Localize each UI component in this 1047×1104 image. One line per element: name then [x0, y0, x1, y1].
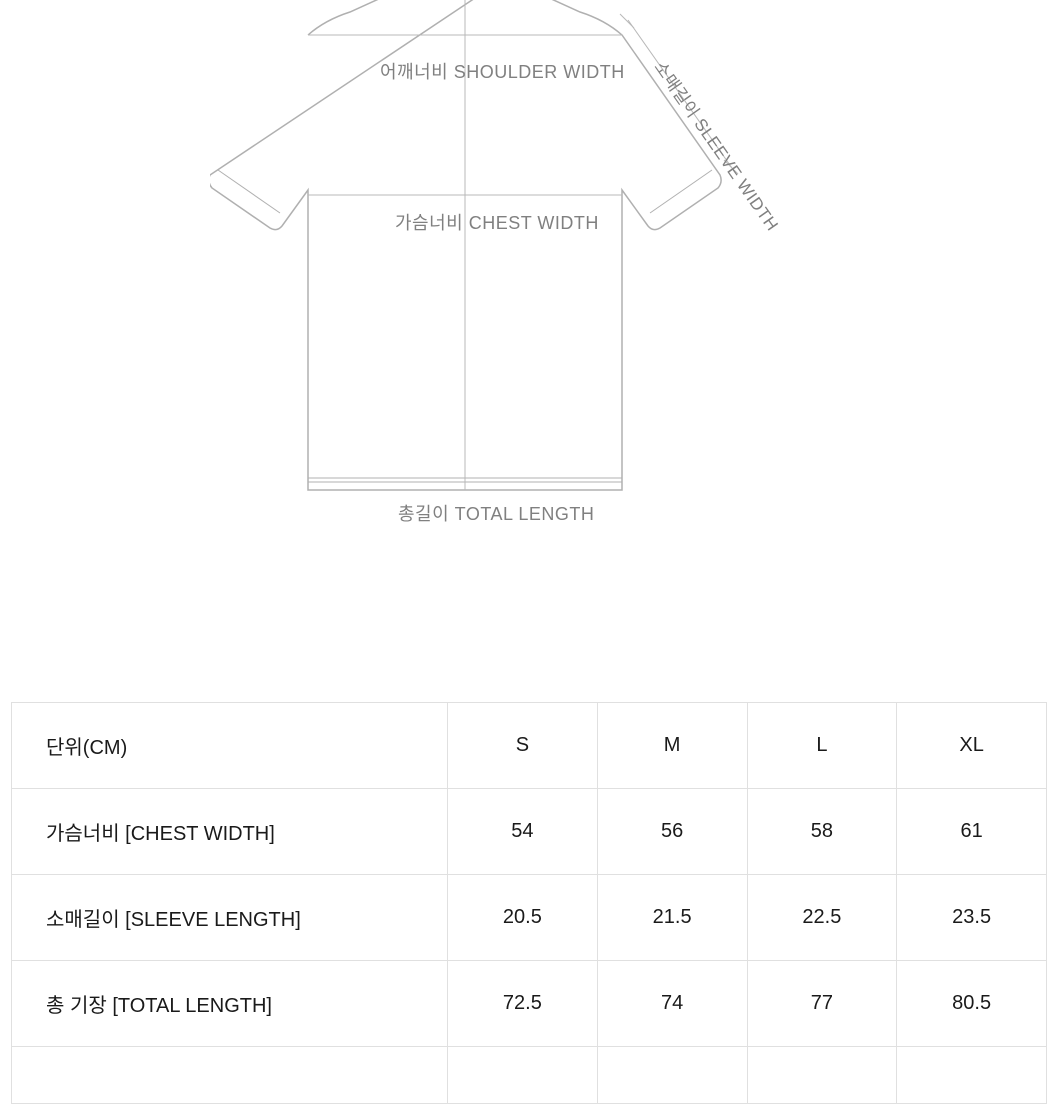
measurement-value: 58	[747, 789, 897, 875]
measurement-value: 61	[897, 789, 1047, 875]
table-row	[12, 1047, 1047, 1104]
measurement-value: 54	[448, 789, 598, 875]
tshirt-diagram: 어깨너비 SHOULDER WIDTH 가슴너비 CHEST WIDTH 총길이…	[0, 0, 1047, 600]
measurement-value: 72.5	[448, 961, 598, 1047]
measurement-value: 74	[597, 961, 747, 1047]
unit-header: 단위(CM)	[12, 703, 448, 789]
measurement-value	[897, 1047, 1047, 1104]
size-header: XL	[897, 703, 1047, 789]
measurement-value: 23.5	[897, 875, 1047, 961]
size-table: 단위(CM) S M L XL 가슴너비 [CHEST WIDTH] 54 56…	[11, 702, 1047, 1104]
table-header-row: 단위(CM) S M L XL	[12, 703, 1047, 789]
size-header: L	[747, 703, 897, 789]
measurement-value: 77	[747, 961, 897, 1047]
table-row: 총 기장 [TOTAL LENGTH] 72.5 74 77 80.5	[12, 961, 1047, 1047]
measurement-value	[747, 1047, 897, 1104]
chest-width-label: 가슴너비 CHEST WIDTH	[395, 209, 599, 235]
size-header: M	[597, 703, 747, 789]
shoulder-width-label: 어깨너비 SHOULDER WIDTH	[380, 58, 625, 84]
measurement-value: 56	[597, 789, 747, 875]
table-row: 가슴너비 [CHEST WIDTH] 54 56 58 61	[12, 789, 1047, 875]
measurement-label	[12, 1047, 448, 1104]
measurement-label: 총 기장 [TOTAL LENGTH]	[12, 961, 448, 1047]
measurement-value	[597, 1047, 747, 1104]
measurement-value: 80.5	[897, 961, 1047, 1047]
size-header: S	[448, 703, 598, 789]
measurement-value	[448, 1047, 598, 1104]
table-row: 소매길이 [SLEEVE LENGTH] 20.5 21.5 22.5 23.5	[12, 875, 1047, 961]
size-table-container: 단위(CM) S M L XL 가슴너비 [CHEST WIDTH] 54 56…	[11, 702, 1047, 1104]
measurement-value: 20.5	[448, 875, 598, 961]
measurement-label: 소매길이 [SLEEVE LENGTH]	[12, 875, 448, 961]
measurement-label: 가슴너비 [CHEST WIDTH]	[12, 789, 448, 875]
measurement-value: 22.5	[747, 875, 897, 961]
measurement-value: 21.5	[597, 875, 747, 961]
total-length-label: 총길이 TOTAL LENGTH	[398, 500, 594, 526]
